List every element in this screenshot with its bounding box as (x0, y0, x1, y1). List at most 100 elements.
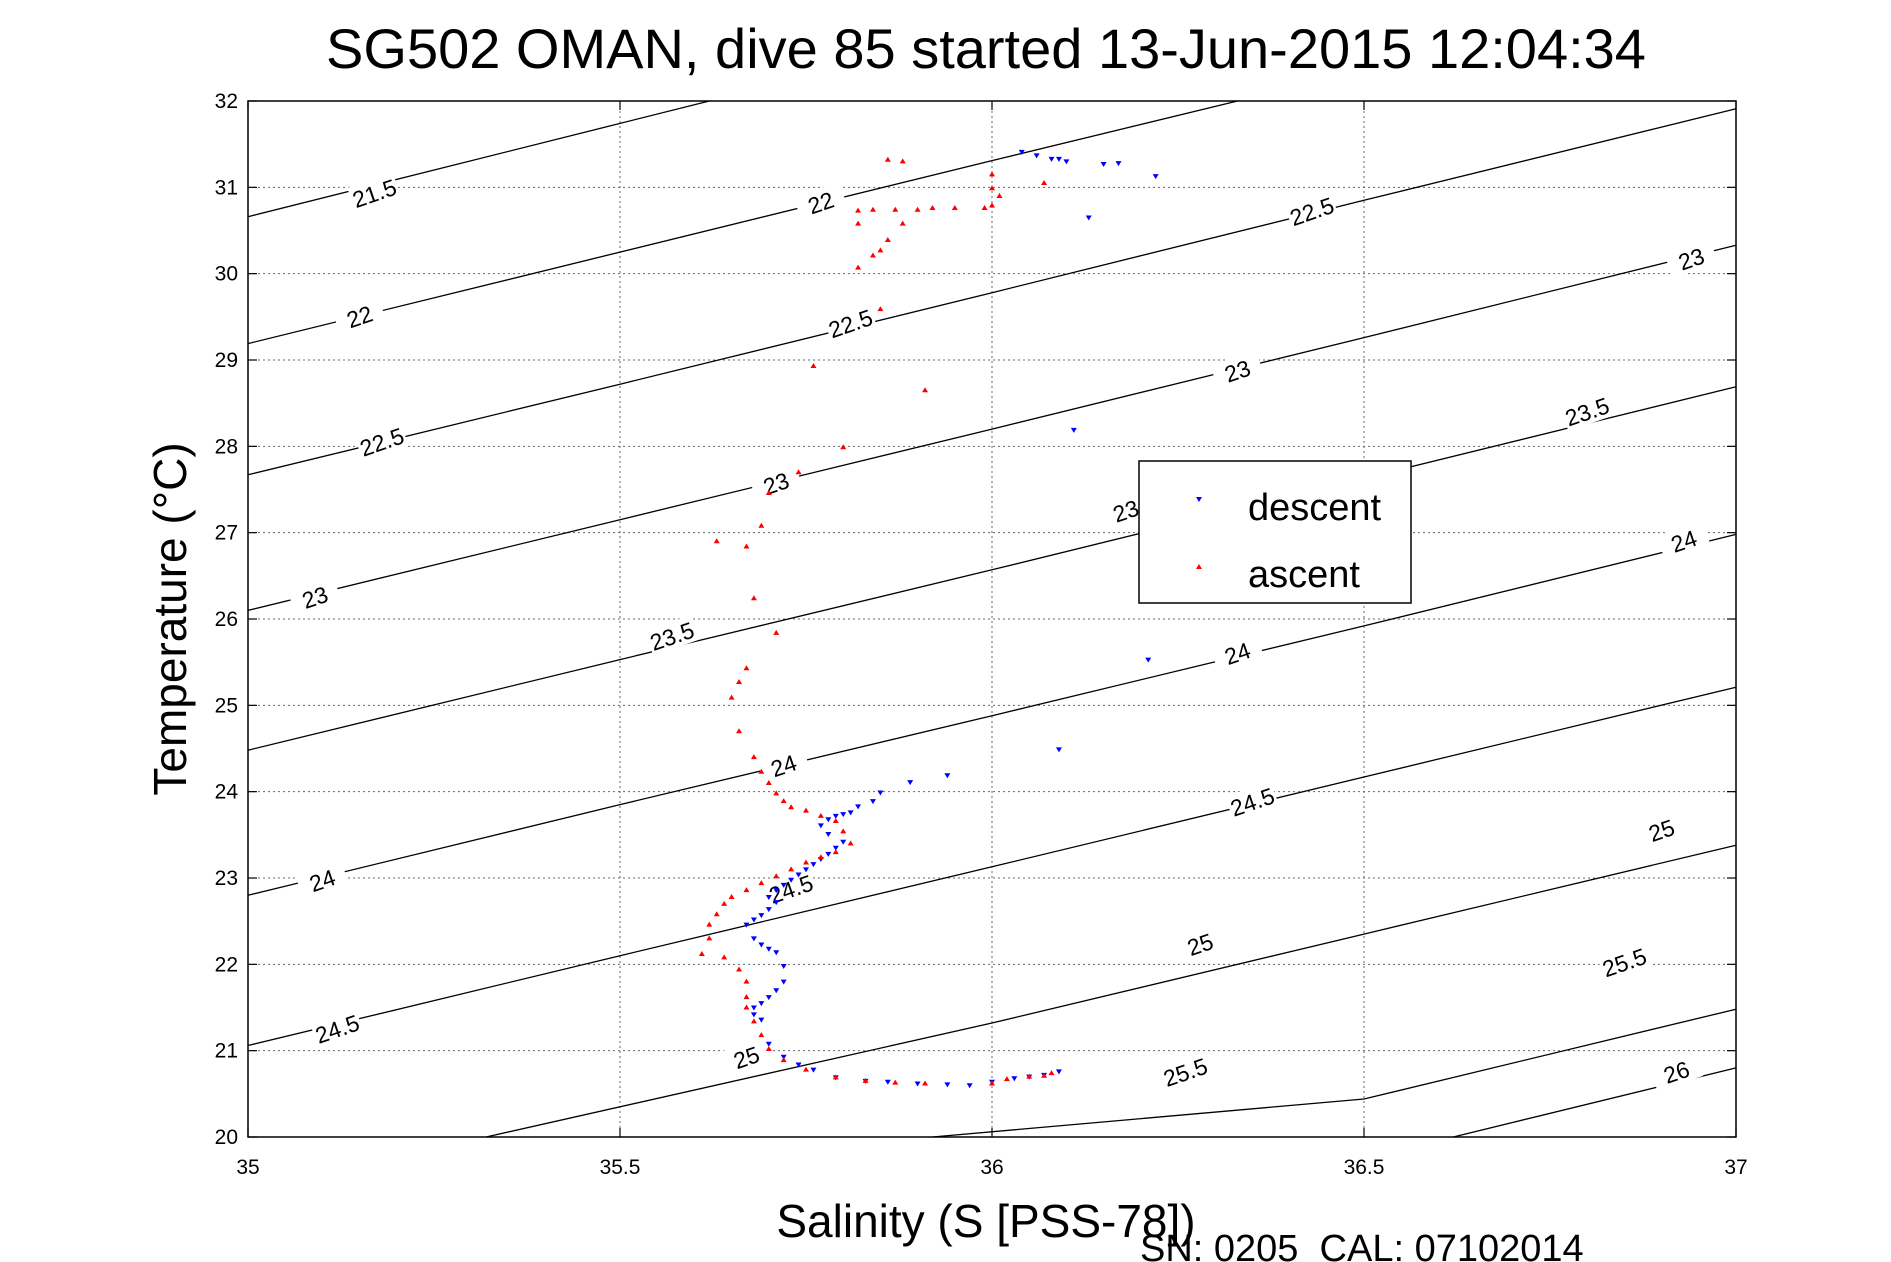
ascent-point (743, 994, 750, 1000)
ascent-point (877, 306, 884, 312)
density-contour-labels: 21.5222222.522.522.5232323232323.523.524… (287, 172, 1718, 1092)
contour-label-group: 24 (295, 859, 349, 900)
ascent-point (862, 1077, 869, 1083)
contour-label: 21.5 (349, 174, 400, 213)
x-tick-label: 37 (1724, 1156, 1747, 1179)
ascent-point (713, 911, 720, 917)
ascent-point (840, 444, 847, 450)
contour-label-mask (1634, 809, 1689, 850)
legend-descent-marker (1196, 497, 1202, 502)
y-tick-label: 24 (215, 781, 239, 804)
descent-point (1085, 215, 1092, 221)
descent-point (803, 867, 809, 873)
contour-label-mask (287, 576, 342, 617)
contour-label-mask (823, 302, 878, 343)
contour-label-mask (793, 181, 848, 223)
contour-label-mask (354, 420, 409, 462)
density-contour-22 (247, 100, 1238, 345)
ascent-point (855, 220, 862, 226)
descent-point (773, 900, 780, 906)
ascent-point (743, 665, 750, 671)
descent-point (1152, 174, 1159, 180)
ascent-point (750, 754, 757, 760)
descent-point (758, 942, 765, 948)
ascent-point (758, 1032, 765, 1038)
legend: descent ascent (1138, 460, 1412, 604)
ascent-point (922, 387, 929, 393)
ascent-point (803, 807, 809, 813)
ascent-point (765, 1045, 772, 1051)
descent-point (832, 813, 839, 819)
ascent-point (832, 849, 839, 855)
ascent-point (773, 790, 780, 796)
y-tick-label: 21 (215, 1040, 238, 1063)
descent-point (825, 817, 832, 823)
descent-point (840, 812, 847, 818)
contour-label: 22.5 (357, 422, 408, 461)
ascent-point (899, 220, 906, 226)
ascent-point (1048, 1070, 1055, 1076)
descent-point (758, 913, 765, 919)
descent-point (758, 1001, 765, 1007)
ascent-point (750, 1018, 757, 1024)
x-tick-label: 36 (980, 1156, 1003, 1179)
ascent-point (773, 873, 780, 879)
ascent-point (721, 954, 728, 960)
ascent-point (855, 264, 862, 270)
contour-label: 24.5 (766, 870, 817, 909)
ascent-point (758, 768, 765, 774)
ascent-point (869, 252, 876, 258)
x-tick-label: 36.5 (1344, 1156, 1385, 1179)
contour-label-group: 24.5 (310, 1008, 364, 1049)
contour-label: 22.5 (1287, 192, 1338, 231)
ascent-point (728, 694, 735, 700)
contour-label: 24.5 (1227, 782, 1278, 821)
descent-point (825, 851, 832, 857)
contour-label-group: 24.5 (763, 868, 818, 909)
x-tick-label: 35 (236, 1156, 259, 1179)
ascent-point (765, 489, 772, 495)
contour-label: 25.5 (1599, 943, 1650, 982)
descent-point (1055, 1069, 1062, 1075)
ascent-point (1003, 1076, 1010, 1082)
ascent-point (750, 595, 757, 601)
ascent-point (810, 363, 817, 369)
descent-point (1055, 156, 1062, 162)
ascent-point (780, 798, 787, 804)
y-tick-label: 30 (215, 263, 238, 286)
descent-point (944, 773, 951, 779)
descent-point (795, 872, 802, 878)
ascent-point (773, 629, 780, 635)
y-tick-label: 22 (215, 953, 238, 976)
contour-label-group: 23 (1210, 350, 1265, 391)
ascent-point (721, 900, 728, 906)
contour-label-mask (748, 462, 803, 503)
grid-lines (248, 101, 1736, 1137)
descent-point (780, 964, 787, 970)
descent-point (914, 1081, 921, 1087)
ascent-point (817, 812, 824, 818)
contour-label-mask (644, 615, 699, 656)
ascent-point (706, 935, 713, 941)
descent-point (1100, 162, 1107, 168)
descent-point (855, 804, 862, 810)
descent-point (1055, 747, 1062, 753)
y-tick-label: 31 (215, 176, 238, 199)
ascent-point (1026, 1073, 1033, 1079)
y-tick-label: 25 (215, 694, 238, 717)
descent-point (750, 936, 757, 942)
ascent-point (758, 880, 765, 886)
ascent-point (832, 1074, 839, 1080)
density-contour-23 (247, 244, 1737, 612)
legend-descent-label: descent (1248, 487, 1382, 529)
descent-point (795, 1062, 802, 1068)
contour-label-group: 23.5 (1559, 390, 1614, 431)
ascent-point (803, 859, 809, 865)
descent-point (1011, 1076, 1018, 1082)
contour-label-mask (295, 859, 349, 900)
y-tick-label: 27 (215, 522, 238, 545)
descent-point (780, 979, 787, 985)
contour-label-mask (332, 295, 387, 336)
descent-point (832, 845, 839, 851)
